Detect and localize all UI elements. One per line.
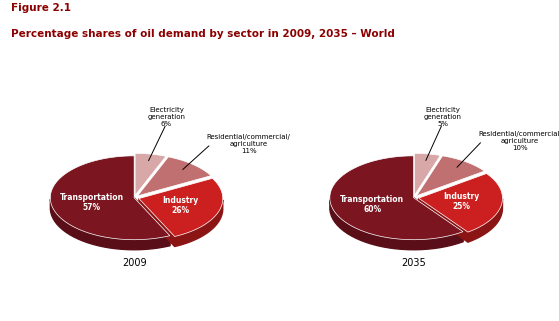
Text: 2009: 2009	[122, 258, 146, 268]
Polygon shape	[414, 198, 463, 242]
Text: Transportation
57%: Transportation 57%	[60, 193, 124, 212]
Polygon shape	[135, 153, 166, 195]
Polygon shape	[414, 153, 440, 195]
Text: Electricity
generation
6%: Electricity generation 6%	[148, 107, 186, 127]
Polygon shape	[419, 198, 468, 242]
Polygon shape	[138, 157, 211, 196]
Text: Industry
25%: Industry 25%	[444, 192, 480, 211]
Polygon shape	[330, 200, 463, 250]
Text: Residential/commercial/
agriculture
10%: Residential/commercial/ agriculture 10%	[478, 131, 559, 151]
Polygon shape	[174, 200, 222, 247]
Text: Transportation
60%: Transportation 60%	[340, 195, 404, 214]
Text: Industry
26%: Industry 26%	[162, 195, 198, 215]
Text: Residential/commercial/
agriculture
11%: Residential/commercial/ agriculture 11%	[207, 134, 291, 154]
Polygon shape	[50, 199, 170, 250]
Polygon shape	[139, 178, 223, 237]
Text: 2035: 2035	[401, 258, 426, 268]
Polygon shape	[134, 198, 170, 246]
Polygon shape	[416, 156, 485, 196]
Text: Percentage shares of oil demand by sector in 2009, 2035 – World: Percentage shares of oil demand by secto…	[11, 29, 395, 39]
Polygon shape	[468, 199, 503, 242]
Text: Figure 2.1: Figure 2.1	[11, 3, 71, 13]
Polygon shape	[330, 156, 463, 240]
Polygon shape	[50, 156, 170, 240]
Text: Electricity
generation
5%: Electricity generation 5%	[424, 107, 462, 127]
Polygon shape	[419, 174, 503, 232]
Polygon shape	[139, 199, 174, 247]
